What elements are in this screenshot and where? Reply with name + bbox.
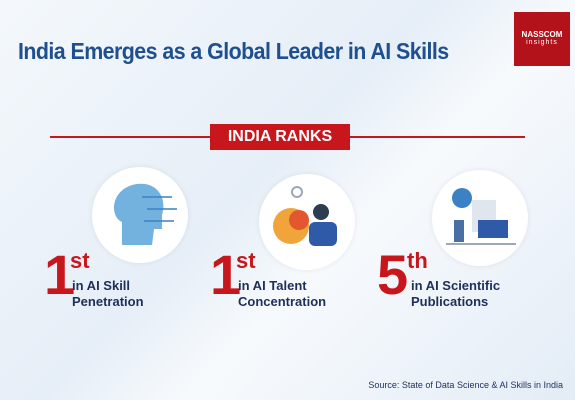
title: India Emerges as a Global Leader in AI S…: [18, 38, 449, 64]
rank-text: in AI Scientific: [411, 278, 501, 293]
puzzle-icon: [273, 186, 337, 246]
publications-icon: [446, 188, 516, 245]
rank-text: in AI Talent: [238, 278, 307, 293]
logo-sub: insights: [526, 39, 558, 46]
rank-text: in AI Skill: [72, 278, 131, 293]
ai-head-icon: [113, 183, 177, 245]
rank-text: Penetration: [72, 294, 144, 309]
rank-suffix: st: [70, 248, 90, 273]
rank-suffix: th: [407, 248, 428, 273]
rank-text: Concentration: [238, 294, 327, 309]
rank-number: 1: [44, 243, 76, 306]
icon-circle: [259, 174, 355, 270]
icon-circle: [432, 170, 528, 266]
rank-text: Publications: [411, 294, 489, 309]
logo-name: NASSCOM: [521, 30, 563, 39]
source: Source: State of Data Science & AI Skill…: [368, 380, 563, 390]
logo: NASSCOM insights: [514, 12, 570, 66]
rank-number: 5: [377, 243, 409, 306]
icon-circle: [92, 167, 188, 263]
banner: INDIA RANKS: [210, 124, 350, 150]
rank-suffix: st: [236, 248, 256, 273]
rank-number: 1: [210, 243, 242, 306]
